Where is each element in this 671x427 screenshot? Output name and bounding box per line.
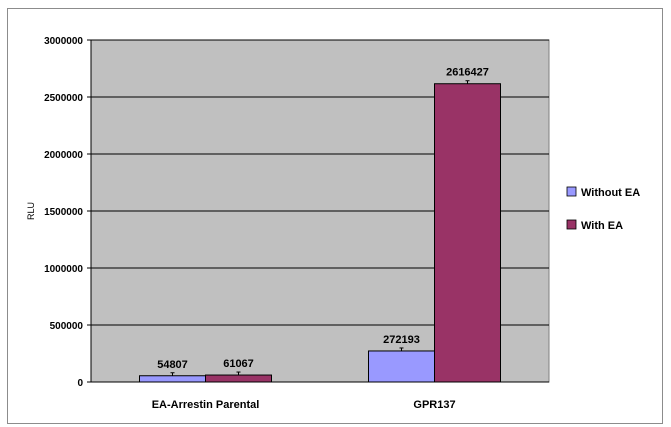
bars: 54807 61067 272193 2616427 — [139, 67, 501, 383]
y-tick-label: 2500000 — [44, 93, 83, 104]
category-label: GPR137 — [413, 399, 455, 411]
y-tick-label: 2000000 — [44, 150, 83, 161]
legend-label: Without EA — [581, 187, 640, 199]
legend: Without EA With EA — [566, 186, 640, 232]
data-label: 272193 — [383, 334, 420, 346]
x-axis-categories: EA-Arrestin Parental GPR137 — [152, 399, 456, 411]
category-label: EA-Arrestin Parental — [152, 399, 260, 411]
y-tick-label: 0 — [77, 378, 83, 389]
legend-swatch — [566, 219, 577, 230]
y-tick-label: 3000000 — [44, 36, 83, 47]
y-axis-label: RLU — [26, 202, 36, 220]
data-label: 61067 — [223, 358, 254, 370]
bar — [434, 83, 501, 383]
y-tick-label: 500000 — [50, 321, 84, 332]
bar — [368, 350, 435, 383]
bar — [139, 375, 206, 383]
y-tick-label: 1500000 — [44, 207, 83, 218]
legend-swatch — [566, 186, 577, 197]
data-label: 54807 — [157, 359, 188, 371]
legend-label: With EA — [581, 220, 623, 232]
bar — [205, 374, 272, 383]
y-tick-label: 1000000 — [44, 264, 83, 275]
data-label: 2616427 — [446, 67, 489, 79]
